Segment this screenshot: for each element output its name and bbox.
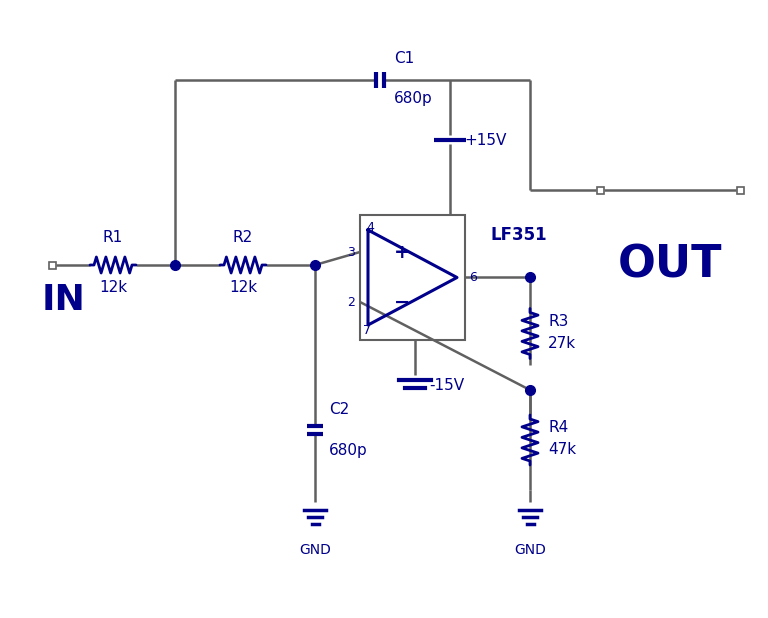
Text: 12k: 12k [99,279,127,295]
Text: -15V: -15V [429,378,464,392]
Text: 12k: 12k [229,279,257,295]
Text: 27k: 27k [548,336,576,351]
Text: OUT: OUT [617,243,722,287]
Text: R4: R4 [548,420,568,436]
Text: LF351: LF351 [490,226,547,244]
Text: −: − [394,292,411,311]
Text: 680p: 680p [394,90,432,106]
Bar [597,187,604,193]
Text: +: + [394,242,411,261]
Text: GND: GND [299,543,331,557]
Text: 680p: 680p [329,442,368,457]
Text: C1: C1 [394,51,414,66]
Text: 6: 6 [469,271,477,284]
Text: +15V: +15V [464,132,506,148]
Text: C2: C2 [329,402,349,418]
Text: IN: IN [42,283,86,317]
Text: R3: R3 [548,314,568,329]
Bar [360,215,465,340]
Text: 4: 4 [366,221,374,234]
Text: 3: 3 [347,245,355,258]
Text: R2: R2 [233,229,253,245]
Text: R1: R1 [103,229,123,245]
Bar [737,187,743,193]
Text: GND: GND [514,543,546,557]
Text: 7: 7 [363,323,371,336]
Text: 2: 2 [347,295,355,308]
Bar [48,261,55,268]
Text: 47k: 47k [548,442,576,457]
